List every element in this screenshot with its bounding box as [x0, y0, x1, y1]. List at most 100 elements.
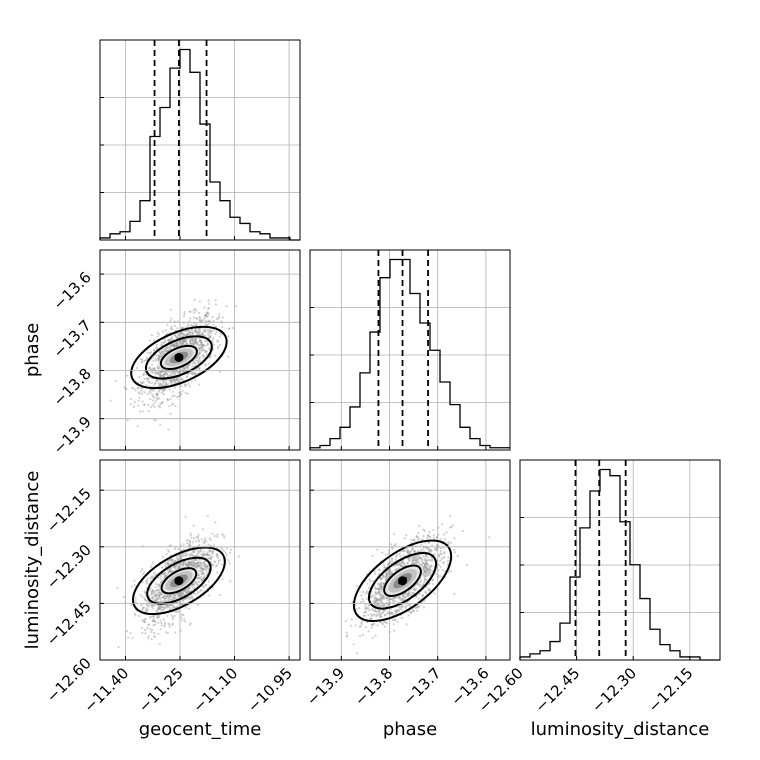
- sample-point: [142, 620, 145, 623]
- sample-point: [201, 568, 204, 571]
- sample-point: [160, 344, 163, 347]
- sample-point: [415, 556, 418, 559]
- sample-point: [179, 600, 182, 603]
- sample-point: [442, 556, 445, 559]
- sample-point: [143, 391, 146, 394]
- sample-point: [191, 586, 194, 589]
- sample-point: [204, 364, 207, 368]
- sample-point: [422, 572, 425, 575]
- sample-point: [368, 609, 371, 612]
- sample-point: [405, 547, 408, 550]
- sample-point: [161, 555, 164, 558]
- sample-point: [163, 341, 166, 344]
- sample-point: [158, 583, 161, 586]
- sample-point: [402, 598, 405, 601]
- sample-point: [184, 391, 187, 395]
- sample-point: [381, 595, 385, 598]
- sample-point: [181, 563, 184, 566]
- sample-point: [408, 559, 411, 562]
- sample-point: [171, 371, 174, 374]
- sample-point: [138, 392, 141, 395]
- sample-point: [153, 631, 156, 635]
- sample-point: [197, 538, 200, 541]
- sample-point: [171, 395, 174, 398]
- sample-point: [193, 316, 196, 319]
- sample-point: [349, 624, 352, 627]
- sample-point: [410, 611, 413, 615]
- sample-point: [133, 612, 137, 615]
- contour-line: [383, 564, 422, 597]
- sample-point: [403, 596, 406, 599]
- sample-point: [228, 327, 231, 330]
- sample-point: [206, 565, 209, 568]
- sample-point: [181, 564, 184, 567]
- sample-point: [419, 580, 422, 584]
- sample-point: [155, 392, 158, 395]
- sample-point: [195, 356, 199, 359]
- sample-point: [407, 590, 410, 593]
- sample-point: [184, 383, 187, 386]
- sample-point: [204, 323, 207, 326]
- sample-point: [148, 627, 152, 631]
- sample-point: [415, 535, 418, 538]
- sample-point: [437, 568, 440, 572]
- sample-point: [188, 562, 191, 565]
- sample-point: [195, 317, 198, 320]
- sample-point: [189, 562, 192, 565]
- sample-point: [141, 631, 144, 635]
- sample-point: [155, 359, 158, 362]
- sample-point: [443, 555, 446, 559]
- sample-point: [410, 549, 414, 552]
- sample-point: [427, 589, 431, 592]
- sample-point: [175, 556, 178, 560]
- sample-point: [155, 589, 158, 592]
- sample-point: [207, 557, 211, 560]
- sample-point: [439, 550, 442, 553]
- sample-point: [192, 565, 195, 568]
- histogram-panel-phase: [309, 249, 511, 451]
- sample-point: [144, 373, 147, 376]
- sample-point: [153, 635, 156, 638]
- sample-point: [447, 556, 450, 559]
- sample-point: [185, 334, 188, 337]
- sample-point: [202, 348, 205, 352]
- sample-point: [158, 642, 161, 645]
- sample-point: [391, 618, 395, 622]
- sample-point: [419, 556, 422, 559]
- sample-point: [410, 593, 413, 596]
- sample-point: [198, 564, 201, 567]
- sample-point: [203, 566, 207, 569]
- sample-point: [412, 586, 415, 589]
- sample-point: [150, 565, 153, 568]
- sample-point: [425, 567, 428, 570]
- sample-point: [368, 604, 371, 607]
- sample-point: [201, 554, 204, 558]
- sample-point: [182, 341, 185, 344]
- sample-point: [141, 626, 144, 629]
- sample-point: [218, 332, 222, 335]
- sample-point: [425, 558, 428, 562]
- sample-point: [198, 339, 201, 342]
- sample-point: [201, 567, 204, 570]
- sample-point: [180, 603, 183, 606]
- sample-point: [394, 542, 397, 546]
- sample-point: [390, 612, 393, 615]
- sample-point: [217, 317, 220, 320]
- sample-point: [435, 535, 439, 539]
- sample-point: [431, 578, 435, 582]
- sample-point: [129, 632, 132, 635]
- sample-point: [152, 619, 155, 622]
- sample-point: [202, 550, 205, 553]
- sample-point: [158, 605, 161, 608]
- sample-point: [188, 563, 191, 566]
- x-tick-label: −13.8: [351, 664, 396, 709]
- sample-point: [151, 393, 154, 396]
- sample-point: [124, 387, 128, 391]
- sample-point: [359, 625, 362, 628]
- sample-point: [206, 311, 210, 314]
- sample-point: [175, 378, 178, 381]
- sample-point: [437, 526, 440, 529]
- sample-point: [168, 570, 171, 573]
- sample-point: [144, 632, 147, 635]
- sample-point: [379, 578, 382, 581]
